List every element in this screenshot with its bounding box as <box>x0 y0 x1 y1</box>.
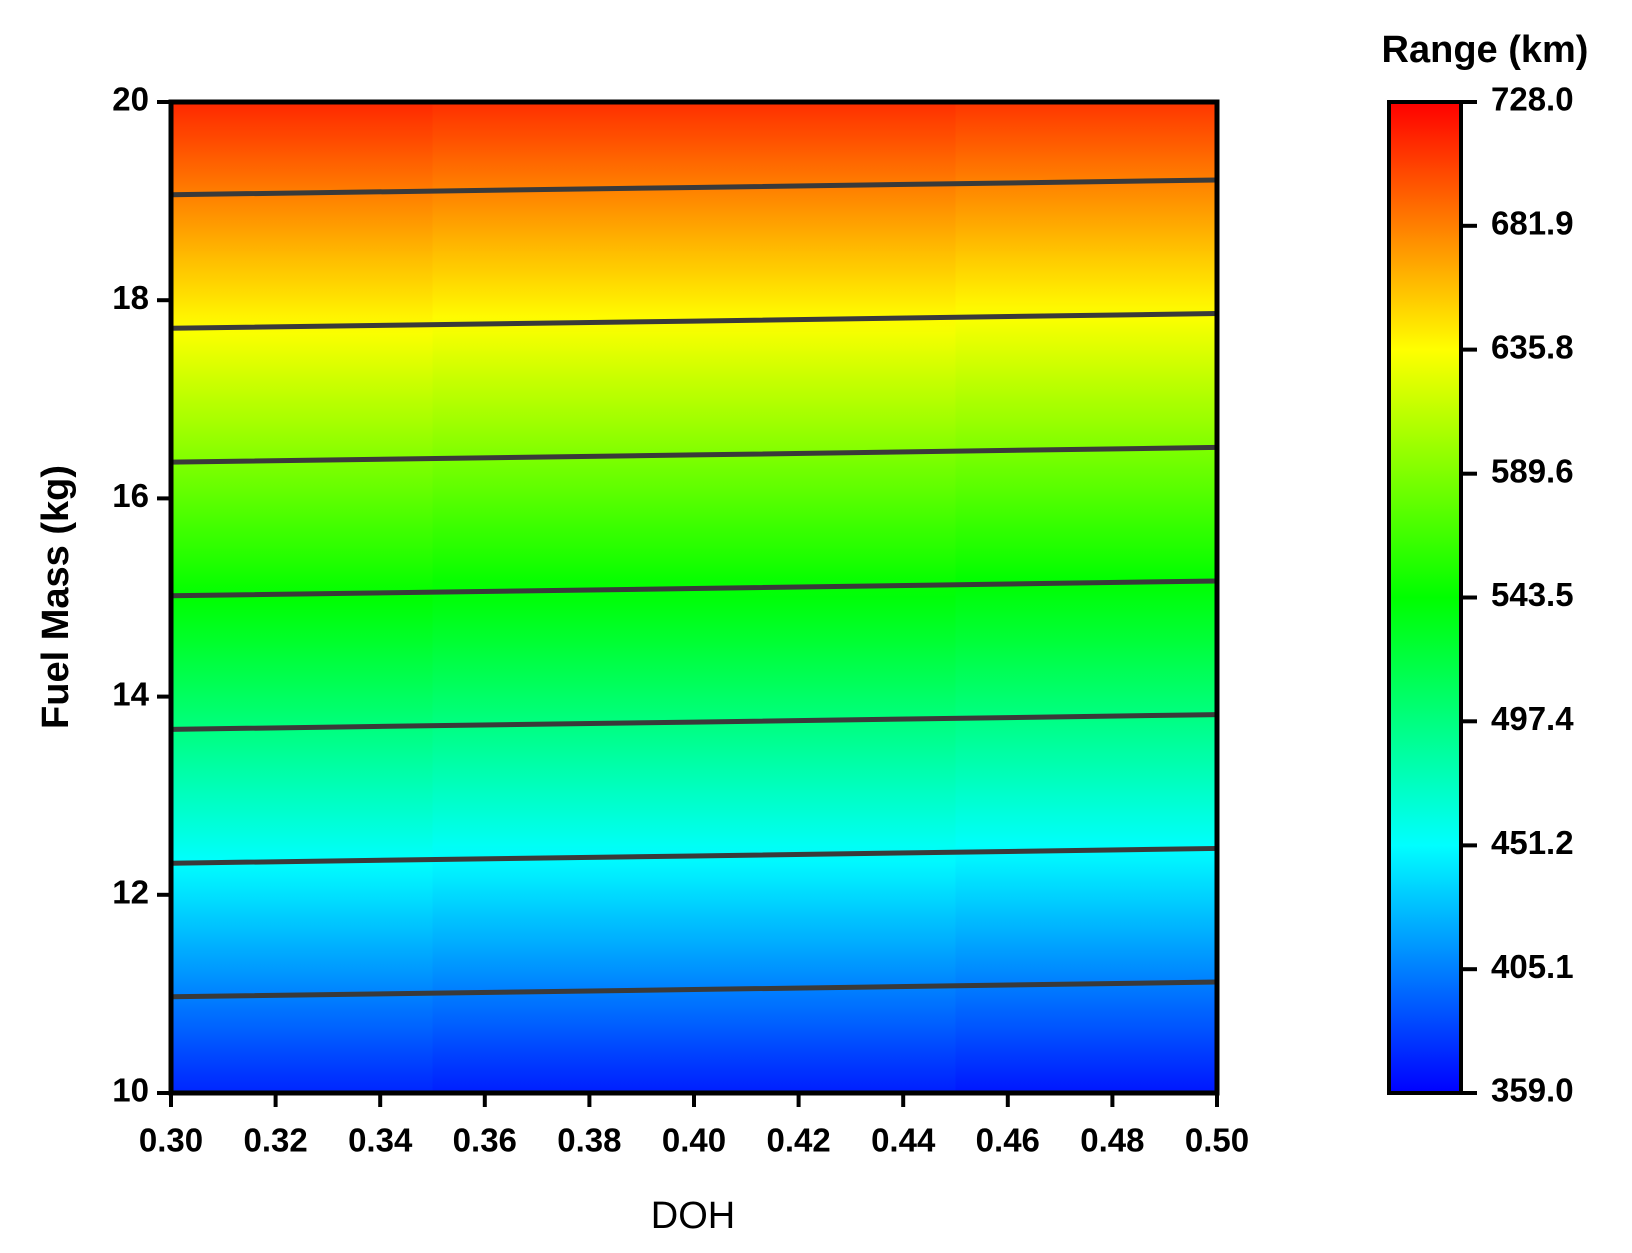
contour-line <box>170 444 1218 465</box>
field-cell <box>955 845 1218 945</box>
y-axis-label: Fuel Mass (kg) <box>35 465 77 729</box>
x-tick-label: 0.40 <box>662 1122 726 1159</box>
colorbar-tick-label: 728.0 <box>1491 81 1574 118</box>
contour-lines <box>170 177 1218 1000</box>
field-cell <box>432 151 957 252</box>
contour-field <box>171 102 1218 1094</box>
colorbar-tick-label: 451.2 <box>1491 824 1574 861</box>
field-cell <box>955 1043 1218 1094</box>
y-tick-label: 18 <box>112 279 149 316</box>
field-cell <box>171 102 434 153</box>
field-cell <box>171 250 434 351</box>
field-cell <box>171 647 434 747</box>
field-cell <box>955 448 1218 549</box>
y-tick-label: 14 <box>112 675 149 712</box>
field-cell <box>432 746 957 846</box>
colorbar-tick-label: 589.6 <box>1491 452 1574 489</box>
colorbar-tick-label: 635.8 <box>1491 328 1574 365</box>
y-tick-label: 16 <box>112 477 149 514</box>
axes: 0.30 0.32 0.34 0.36 0.38 0.40 0.42 0.44 0.46 0.48… <box>112 81 1574 1159</box>
x-tick-label: 0.38 <box>557 1122 621 1159</box>
field-cell <box>171 1043 434 1094</box>
field-cell <box>432 102 957 153</box>
field-cell <box>955 944 1218 1045</box>
field-cell <box>955 102 1218 153</box>
field-cell <box>955 349 1218 450</box>
y-tick-label: 12 <box>112 874 149 911</box>
x-tick-label: 0.48 <box>1080 1122 1144 1159</box>
field-cell <box>171 547 434 648</box>
contour-line <box>170 177 1218 198</box>
field-cell <box>955 151 1218 252</box>
field-cell <box>171 349 434 450</box>
y-tick-label: 10 <box>112 1072 149 1109</box>
x-tick-label: 0.44 <box>871 1122 936 1159</box>
field-cell <box>432 448 957 549</box>
colorbar-tick-label: 543.5 <box>1491 576 1574 613</box>
colorbar-tick-label: 359.0 <box>1491 1072 1574 1109</box>
field-cell <box>955 746 1218 846</box>
field-cell <box>955 250 1218 351</box>
field-cell <box>955 547 1218 648</box>
x-tick-label: 0.42 <box>766 1122 830 1159</box>
colorbar <box>1387 100 1463 1095</box>
field-cell <box>432 845 957 945</box>
contour-line <box>170 845 1218 866</box>
field-cell <box>171 151 434 252</box>
colorbar-tick-label: 405.1 <box>1491 948 1574 985</box>
contour-line <box>170 578 1218 599</box>
field-cell <box>432 250 957 351</box>
field-cell <box>432 349 957 450</box>
y-tick-label: 20 <box>112 81 149 118</box>
contour-line <box>170 712 1218 732</box>
colorbar-title: Range (km) <box>1382 29 1589 71</box>
field-cell <box>432 1043 957 1094</box>
x-tick-label: 0.30 <box>139 1122 203 1159</box>
contour-line <box>170 979 1218 1000</box>
x-axis-label: DOH <box>651 1195 735 1237</box>
x-tick-label: 0.50 <box>1185 1122 1249 1159</box>
field-cell <box>432 647 957 747</box>
x-tick-label: 0.32 <box>243 1122 307 1159</box>
x-tick-label: 0.46 <box>976 1122 1040 1159</box>
field-cell <box>432 547 957 648</box>
field-cell <box>171 448 434 549</box>
x-tick-label: 0.34 <box>348 1122 413 1159</box>
x-tick-label: 0.36 <box>453 1122 517 1159</box>
colorbar-tick-label: 681.9 <box>1491 205 1574 242</box>
contour-line <box>170 311 1218 331</box>
field-cell <box>955 647 1218 747</box>
field-cell <box>171 746 434 846</box>
colorbar-tick-label: 497.4 <box>1491 700 1574 737</box>
